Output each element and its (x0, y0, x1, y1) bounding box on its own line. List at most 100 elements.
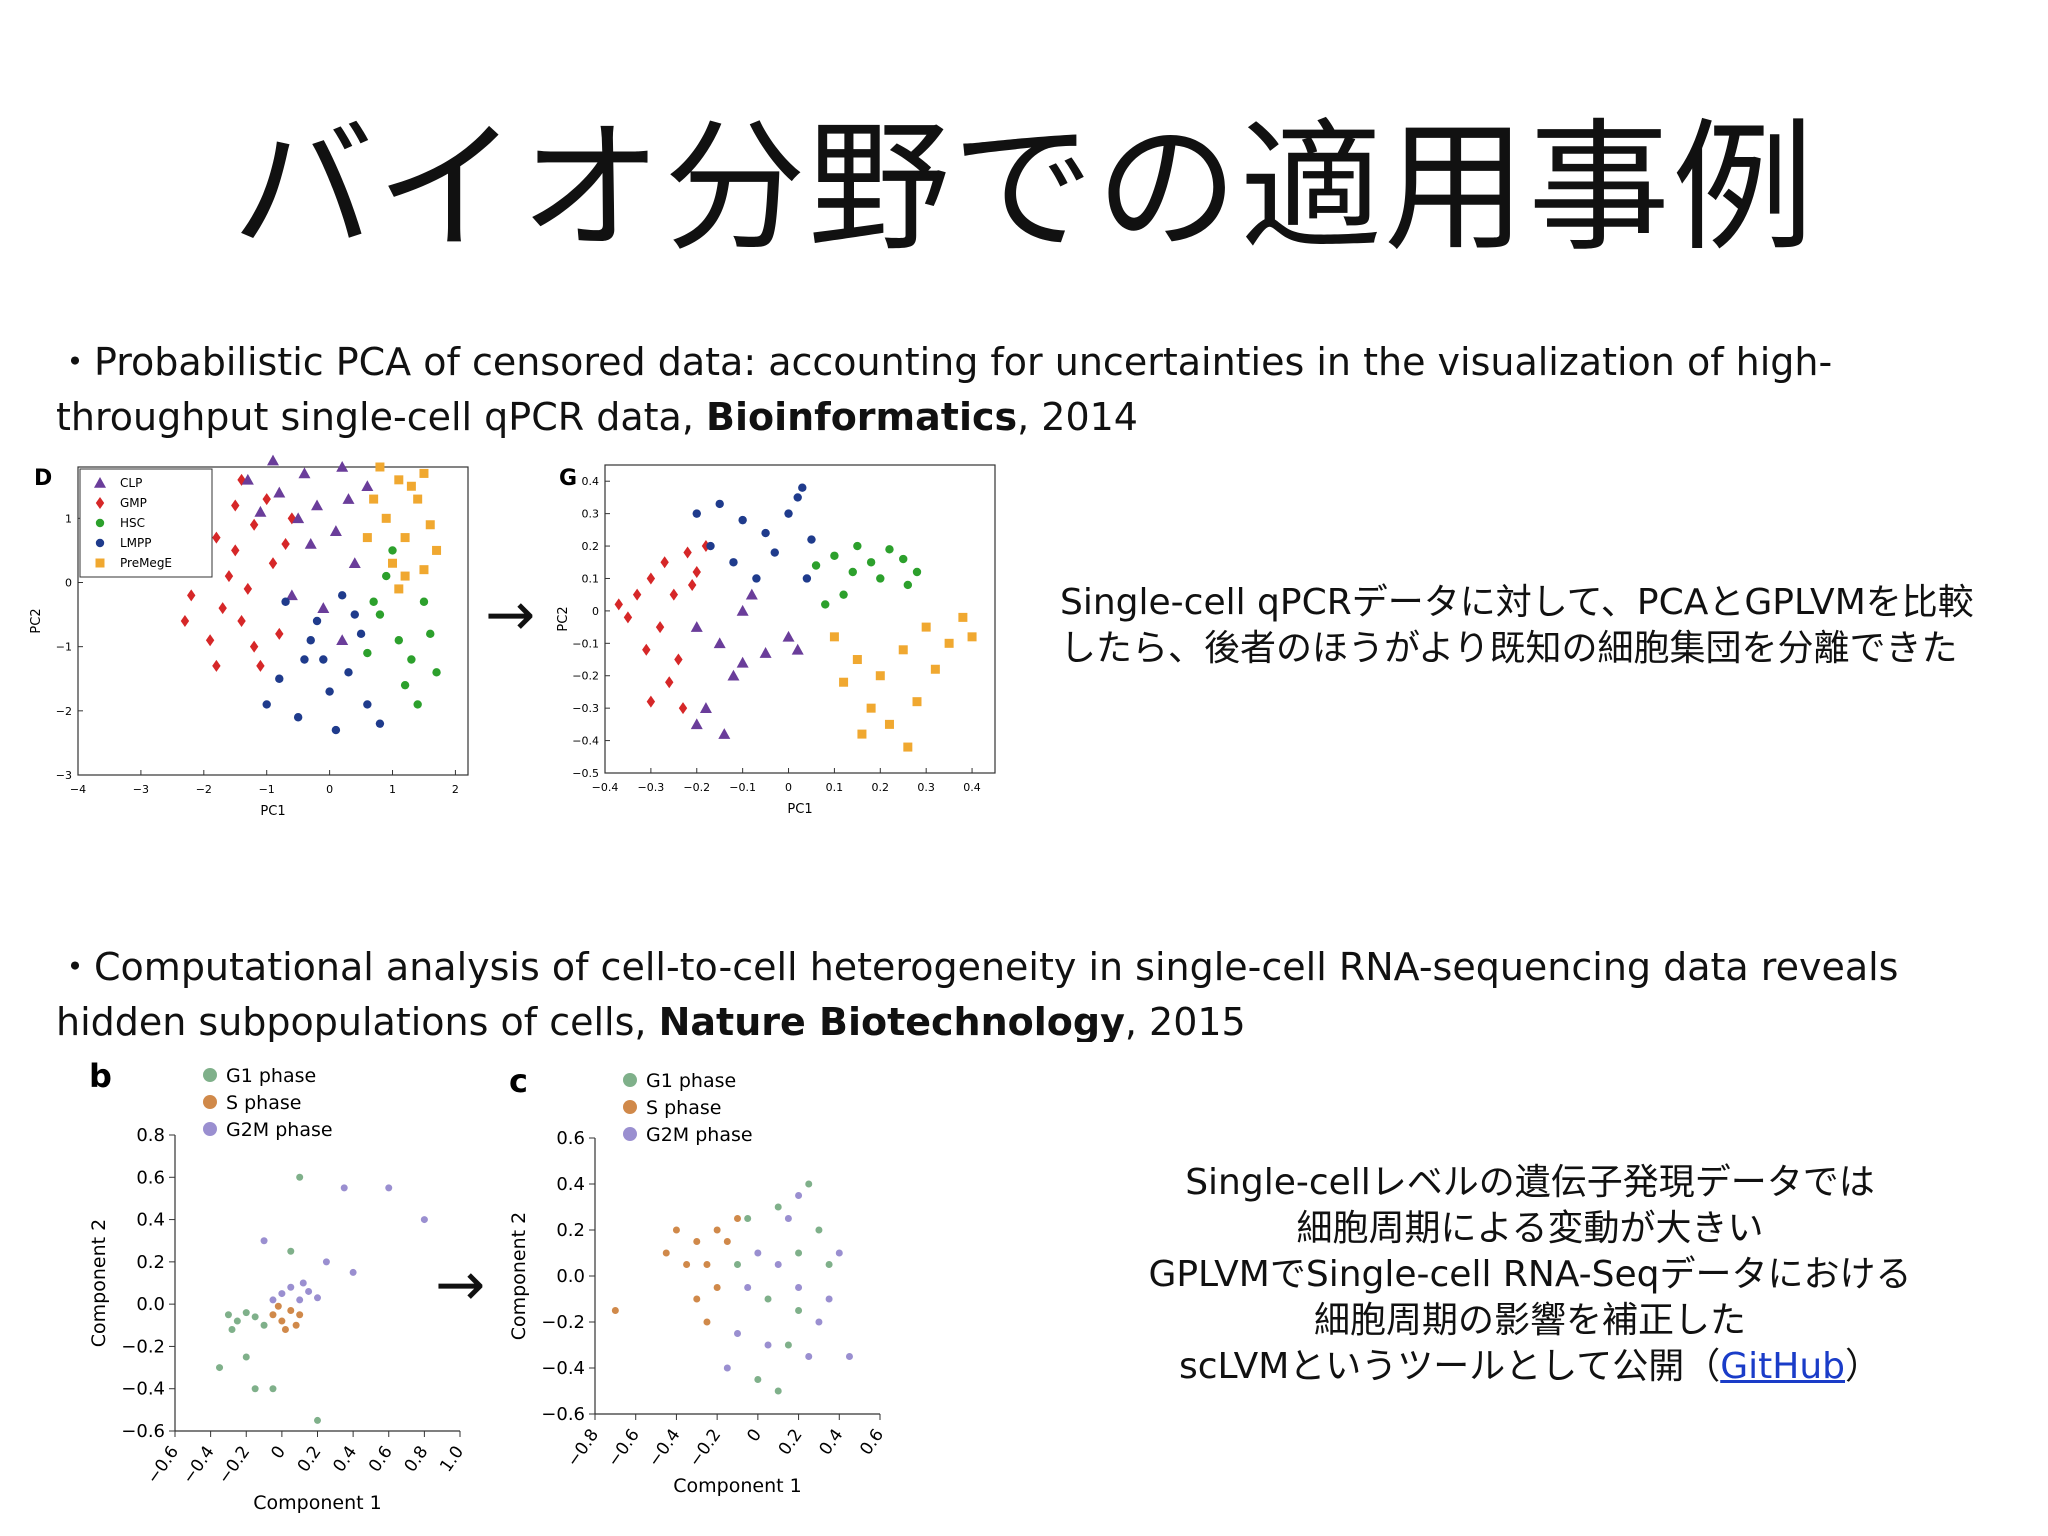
y-tick-label: 0 (592, 605, 599, 618)
data-point-s-phase (274, 1302, 282, 1310)
data-point-g1-phase (260, 1321, 268, 1329)
data-point-g2m-phase (305, 1287, 313, 1295)
data-point-clp (690, 718, 703, 730)
y-tick-label: 1 (65, 512, 72, 525)
data-point-gmp (646, 572, 656, 585)
data-point-g1-phase (815, 1226, 823, 1234)
note-2-line-4: 細胞周期の影響を補正した (1313, 1300, 1746, 1341)
legend-label: CLP (120, 476, 142, 490)
data-point-g2m-phase (825, 1295, 833, 1303)
data-point-g1-phase (228, 1326, 236, 1334)
data-point-g1-phase (242, 1353, 250, 1361)
legend-marker (203, 1095, 217, 1109)
reference-1: ・Probabilistic PCA of censored data: acc… (56, 335, 1916, 445)
arrow-1: → (485, 580, 536, 650)
y-tick-label: −0.5 (572, 767, 599, 780)
data-point-g1-phase (744, 1215, 752, 1222)
data-point-clp (736, 604, 749, 616)
github-link[interactable]: GitHub (1720, 1346, 1846, 1387)
y-tick-label: 0.6 (136, 1167, 165, 1188)
data-point-g1-phase (251, 1313, 259, 1321)
data-point-gmp (674, 653, 683, 666)
y-tick-label: 0.8 (136, 1125, 165, 1146)
data-point-g2m-phase (805, 1353, 813, 1360)
data-point-lmpp (319, 655, 328, 664)
legend: G1 phase S phase G2M phase (623, 1070, 753, 1146)
data-point-gmp (614, 598, 623, 611)
data-point-gmp (187, 589, 196, 602)
x-tick-label: 0.6 (365, 1442, 397, 1476)
data-point-lmpp (337, 591, 347, 600)
data-point-premege (362, 533, 372, 543)
data-point-s-phase (703, 1261, 711, 1268)
y-tick-label: 0 (65, 577, 72, 590)
data-point-s-phase (723, 1238, 731, 1245)
data-point-premege (921, 622, 931, 632)
data-point-premege (432, 545, 442, 555)
paren-close: ） (1845, 1346, 1882, 1387)
data-point-gmp (646, 695, 656, 708)
y-tick-label: −1 (56, 641, 72, 654)
data-point-clp (791, 643, 804, 655)
data-point-premege (967, 632, 977, 642)
bullet: ・ (56, 945, 95, 989)
data-point-hsc (903, 580, 913, 590)
data-point-gmp (632, 588, 642, 601)
x-tick-label: −0.2 (214, 1442, 254, 1487)
y-tick-label: −0.4 (572, 735, 599, 748)
data-point-clp (267, 454, 279, 466)
data-point-premege (425, 520, 435, 530)
data-point-hsc (400, 680, 410, 690)
data-point-g2m-phase (835, 1249, 843, 1257)
data-point-clp (273, 486, 286, 498)
note-2-line-5: scLVMというツールとして公開（GitHub） (1090, 1344, 1970, 1390)
slide-title: バイオ分野での適用事例 (232, 106, 1816, 271)
data-point-g2m-phase (269, 1296, 277, 1304)
data-point-premege (829, 632, 839, 642)
data-point-g2m-phase (764, 1341, 772, 1349)
legend-marker (623, 1073, 637, 1087)
data-point-hsc (432, 668, 441, 677)
scatter-plot-c: c−0.8 −0.6 −0.4 −0.2 0 0.2 0.4 0.6−0.6−0.4−0.20… (508, 1062, 888, 1497)
data-point-g2m-phase (744, 1284, 752, 1291)
data-point-g1-phase (795, 1249, 803, 1257)
x-axis-label: Component 1 (253, 1492, 381, 1514)
data-point-lmpp (706, 541, 715, 551)
data-point-clp (699, 702, 712, 713)
data-point-g2m-phase (845, 1353, 853, 1360)
data-point-premege (406, 481, 416, 491)
y-tick-label: 0.4 (136, 1210, 165, 1231)
data-point-lmpp (738, 515, 747, 525)
x-tick-label: −4 (70, 783, 86, 796)
legend-marker (203, 1122, 217, 1136)
data-point-premege (903, 742, 913, 752)
x-tick-label: −0.1 (729, 781, 756, 794)
data-point-g1-phase (269, 1385, 277, 1393)
data-point-gmp (687, 578, 697, 591)
y-tick-label: 0.4 (582, 475, 600, 488)
data-point-lmpp (344, 668, 353, 677)
data-point-hsc (839, 590, 848, 599)
data-point-g2m-phase (296, 1296, 304, 1304)
x-axis-label: Component 1 (673, 1475, 801, 1497)
y-tick-label: 0.1 (582, 572, 600, 585)
data-point-clp (690, 621, 703, 632)
panel-label: b (89, 1057, 112, 1095)
note-2-line-2: 細胞周期による変動が大きい (1296, 1208, 1764, 1249)
data-point-gmp (669, 588, 679, 601)
data-point-s-phase (713, 1226, 721, 1234)
y-axis-label: PC2 (556, 606, 571, 631)
data-point-clp (727, 669, 740, 681)
data-point-lmpp (293, 713, 303, 722)
data-point-s-phase (683, 1261, 691, 1268)
data-point-g2m-phase (278, 1290, 286, 1298)
data-point-lmpp (363, 700, 372, 709)
data-point-s-phase (703, 1318, 711, 1326)
y-axis-label: Component 2 (508, 1212, 530, 1340)
legend-marker (95, 558, 105, 568)
x-tick-label: 0.2 (872, 781, 890, 794)
data-point-gmp (237, 615, 246, 627)
journal-name: Bioinformatics (705, 395, 1018, 439)
data-point-clp (317, 602, 330, 613)
legend-label: GMP (120, 496, 147, 510)
